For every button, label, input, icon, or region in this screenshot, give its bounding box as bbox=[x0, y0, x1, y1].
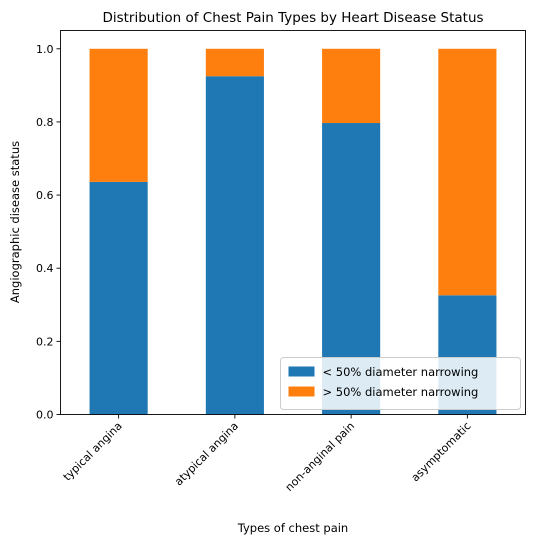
x-tick-label-atypical-angina: atypical angina bbox=[172, 419, 241, 488]
legend-label-series-1: < 50% diameter narrowing bbox=[323, 365, 479, 379]
chart-title: Distribution of Chest Pain Types by Hear… bbox=[102, 10, 483, 26]
x-tick-label-typical-angina: typical angina bbox=[61, 419, 125, 483]
x-axis-label: Types of chest pain bbox=[237, 521, 348, 535]
x-axis: typical angina atypical angina non-anginal… bbox=[61, 414, 474, 494]
legend-label-series-2: > 50% diameter narrowing bbox=[323, 385, 479, 399]
legend-swatch-series-2 bbox=[288, 386, 315, 397]
bar-typical-angina-series-2 bbox=[89, 48, 148, 182]
bar-atypical-angina-series-2 bbox=[205, 48, 264, 77]
bar-asymptomatic-series-2 bbox=[438, 48, 497, 296]
y-axis: 0.0 0.2 0.4 0.6 0.8 1.0 bbox=[36, 43, 61, 422]
y-tick-label: 0.8 bbox=[36, 116, 54, 129]
y-tick-label: 0.0 bbox=[36, 409, 54, 422]
bar-atypical-angina-series-1 bbox=[205, 76, 264, 415]
legend-swatch-series-1 bbox=[288, 366, 315, 377]
legend-box bbox=[280, 357, 521, 410]
y-tick-label: 0.6 bbox=[36, 189, 54, 202]
legend: < 50% diameter narrowing > 50% diameter n… bbox=[280, 357, 521, 410]
x-tick-label-asymptomatic: asymptomatic bbox=[409, 419, 474, 484]
bar-non-anginal-pain-series-2 bbox=[322, 48, 381, 124]
x-tick-label-non-anginal-pain: non-anginal pain bbox=[283, 419, 358, 494]
y-tick-label: 0.2 bbox=[36, 335, 54, 348]
plot-frame bbox=[60, 30, 526, 415]
y-axis-label: Angiographic disease status bbox=[8, 141, 22, 303]
y-tick-label: 0.4 bbox=[36, 262, 54, 275]
y-tick-label: 1.0 bbox=[36, 43, 54, 56]
bar-typical-angina-series-1 bbox=[89, 181, 148, 415]
